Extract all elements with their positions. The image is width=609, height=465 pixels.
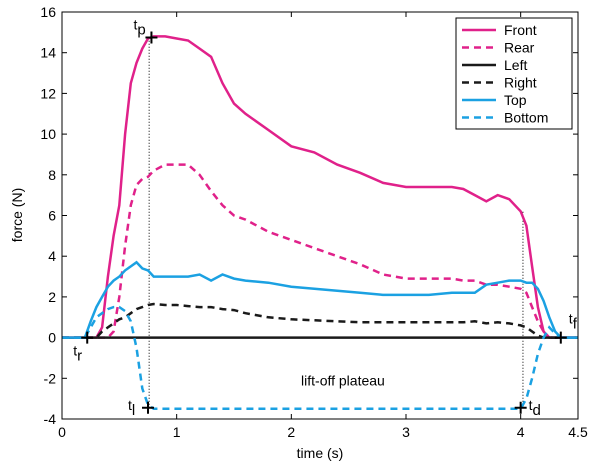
- y-tick-label: 16: [40, 4, 56, 20]
- legend-label: Front: [504, 22, 537, 38]
- event-label: td: [529, 397, 541, 419]
- series-line: [62, 302, 578, 339]
- x-tick-label: 0: [58, 424, 66, 440]
- series-line: [62, 35, 578, 339]
- legend-label: Left: [504, 57, 527, 73]
- y-tick-label: 0: [48, 330, 56, 346]
- plot-frame: [61, 11, 579, 420]
- x-axis-label: time (s): [297, 445, 344, 461]
- event-marker: [142, 401, 154, 414]
- x-tick-label: 2: [287, 424, 295, 440]
- event-label-sub: l: [132, 402, 135, 419]
- event-label: tr: [73, 343, 82, 365]
- event-label-main: t: [569, 311, 573, 327]
- y-tick-label: 12: [40, 85, 56, 101]
- event-label-main: t: [73, 343, 77, 359]
- event-label-sub: d: [533, 402, 541, 419]
- y-tick-label: -2: [44, 370, 57, 386]
- event-marker: [514, 401, 527, 414]
- y-tick-label: 14: [40, 45, 56, 61]
- plateau-label: lift-off plateau: [301, 372, 385, 388]
- y-tick-label: 10: [40, 126, 56, 142]
- y-tick-label: -4: [44, 411, 57, 427]
- event-label-main: t: [128, 397, 132, 413]
- series-line: [62, 260, 578, 339]
- legend-label: Right: [504, 75, 537, 91]
- legend-label: Bottom: [504, 110, 548, 126]
- x-tick-label: 4: [517, 424, 525, 440]
- event-label-sub: f: [573, 316, 578, 333]
- legend-label: Top: [504, 92, 527, 108]
- legend-box: [455, 17, 573, 130]
- event-label-sub: p: [137, 21, 145, 38]
- y-tick-label: 6: [48, 208, 56, 224]
- x-tick-label: 4.5: [568, 424, 588, 440]
- event-marker: [81, 331, 94, 344]
- event-label: tp: [133, 16, 145, 38]
- event-label: tl: [128, 397, 135, 419]
- event-label-sub: r: [77, 348, 82, 365]
- x-tick-label: 1: [173, 424, 181, 440]
- event-marker: [145, 31, 158, 44]
- event-label-main: t: [529, 397, 533, 413]
- event-marker: [554, 331, 567, 344]
- event-label-main: t: [133, 16, 137, 32]
- series-line: [62, 163, 578, 339]
- y-tick-label: 8: [48, 167, 56, 183]
- series-line: [62, 305, 578, 411]
- event-label: tf: [569, 311, 578, 333]
- x-tick-label: 3: [402, 424, 410, 440]
- y-tick-label: 4: [48, 248, 56, 264]
- y-axis-label: force (N): [9, 188, 25, 242]
- y-tick-label: 2: [48, 289, 56, 305]
- legend-label: Rear: [504, 40, 535, 56]
